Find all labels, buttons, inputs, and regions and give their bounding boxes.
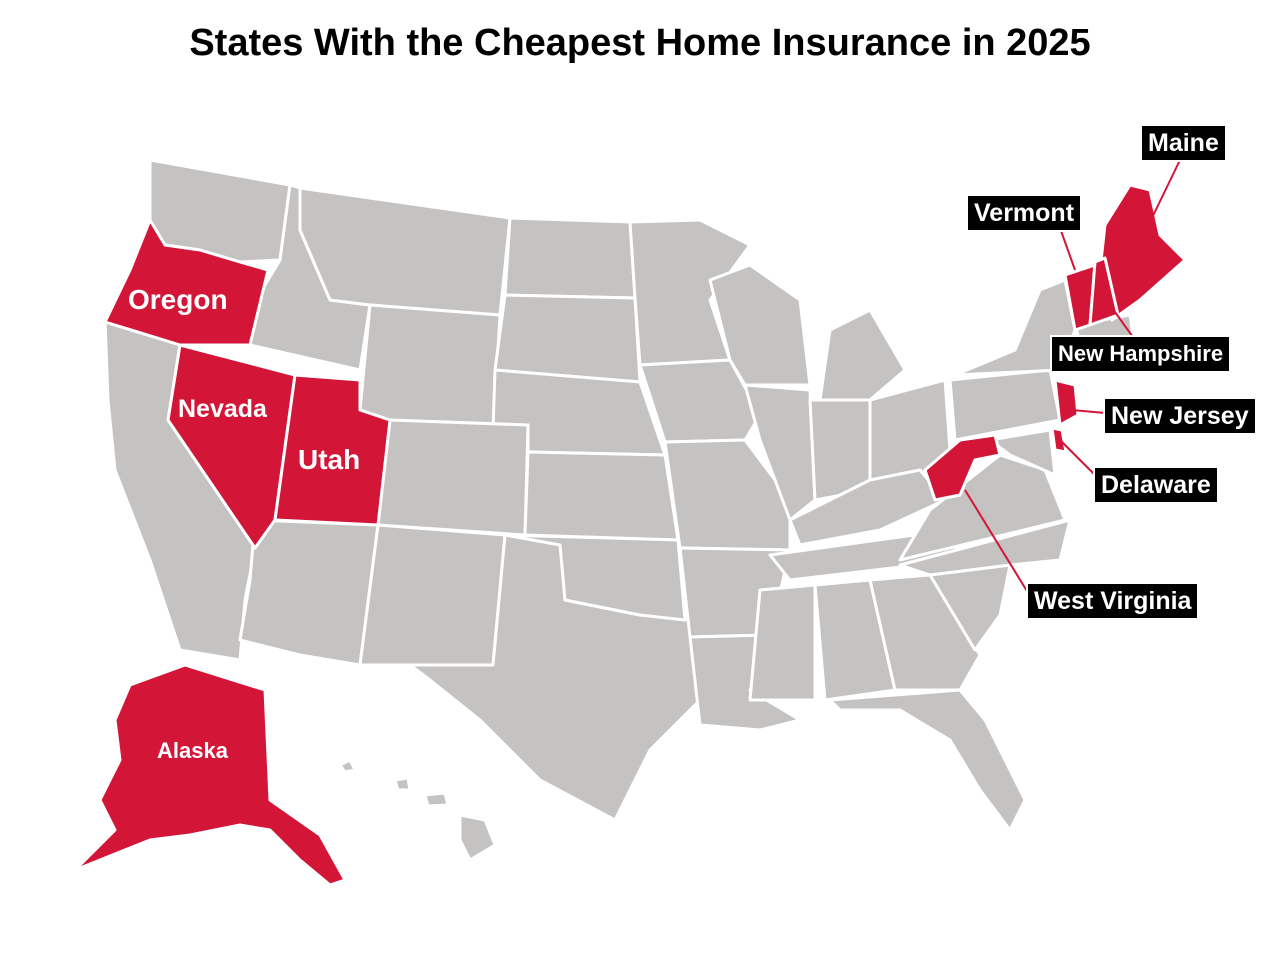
state-montana: [298, 186, 512, 317]
callout-west-virginia: West Virginia: [1026, 582, 1200, 620]
state-new-jersey: [1053, 378, 1080, 427]
leader-maine: [1149, 159, 1181, 223]
state-north-dakota: [503, 216, 637, 300]
leader-delaware: [1059, 439, 1099, 479]
state-delaware: [1050, 426, 1068, 454]
leader-new-hampshire: [1109, 304, 1136, 341]
state-iowa: [638, 358, 762, 444]
state-west-virginia: [923, 433, 1002, 502]
label-alaska: Alaska: [157, 738, 229, 763]
label-oregon: Oregon: [128, 284, 228, 315]
state-alaska: [73, 663, 347, 887]
callout-vermont: Vermont: [966, 194, 1083, 232]
state-wyoming: [358, 303, 502, 432]
callout-new-hampshire: New Hampshire: [1050, 335, 1232, 373]
state-wisconsin: [708, 263, 812, 387]
state-new-mexico: [358, 523, 507, 667]
state-colorado: [376, 418, 530, 537]
label-utah: Utah: [298, 444, 360, 475]
state-north-carolina: [898, 518, 1072, 577]
leader-vermont: [1059, 227, 1076, 271]
state-oregon: [103, 218, 270, 347]
state-michigan: [818, 308, 907, 402]
state-missouri: [663, 438, 792, 552]
state-pennsylvania: [948, 368, 1062, 442]
label-nevada: Nevada: [178, 395, 268, 423]
map-title: States With the Cheapest Home Insurance …: [189, 22, 1091, 64]
leader-new-jersey: [1071, 409, 1106, 414]
callout-maine: Maine: [1140, 124, 1227, 162]
callout-new-jersey: New Jersey: [1103, 397, 1257, 435]
state-hawaii: [338, 758, 497, 862]
state-florida: [828, 688, 1027, 832]
state-nevada: [166, 343, 297, 550]
callout-delaware: Delaware: [1093, 466, 1219, 504]
state-georgia: [868, 573, 982, 692]
state-minnesota: [628, 218, 752, 367]
state-maryland: [988, 428, 1057, 477]
leader-west-virginia: [964, 489, 1031, 597]
state-utah: [273, 373, 392, 527]
state-illinois: [743, 383, 817, 522]
state-south-dakota: [493, 293, 642, 384]
state-virginia: [898, 453, 1067, 562]
state-mississippi: [748, 583, 817, 702]
state-kansas: [523, 450, 680, 542]
